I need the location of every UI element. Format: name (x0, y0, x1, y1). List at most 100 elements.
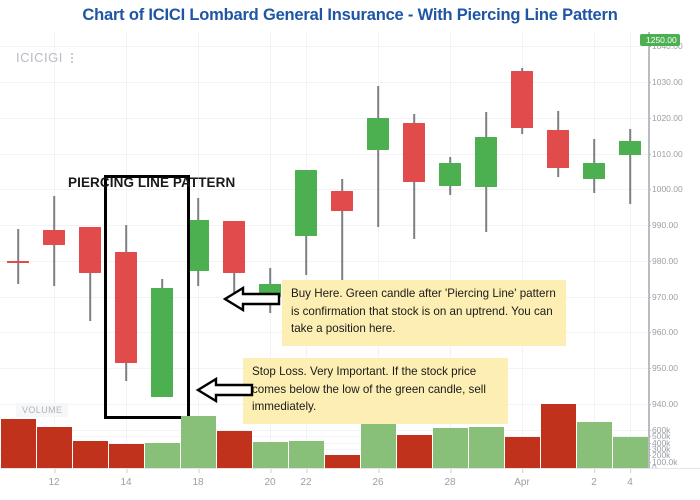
volume-bar (360, 422, 396, 468)
candle-wick (377, 85, 379, 227)
candlestick (331, 32, 353, 418)
price-tick-label: 960.00 (648, 327, 678, 338)
time-tick-label: 18 (192, 469, 204, 488)
candlestick (43, 32, 65, 418)
gridline (0, 430, 648, 431)
more-vertical-icon[interactable] (69, 51, 75, 65)
candle-wick (341, 178, 343, 288)
candle-body (583, 162, 605, 179)
time-axis[interactable]: 12 14 18 20 22 26 28 Apr 2 4 (0, 468, 700, 500)
ticker-legend[interactable]: ICICIGI (16, 50, 75, 65)
pattern-highlight-box (103, 175, 191, 419)
time-tick-label: Apr (514, 469, 530, 488)
volume-bar (72, 441, 108, 468)
time-tick-label: 20 (264, 469, 276, 488)
candlestick (511, 32, 533, 418)
gridline (0, 461, 648, 463)
price-tick-label: 970.00 (648, 291, 678, 302)
buy-here-annotation: Buy Here. Green candle after 'Piercing L… (282, 280, 566, 346)
price-tick-label: 980.00 (648, 255, 678, 266)
volume-bar (432, 427, 468, 468)
candlestick (475, 32, 497, 418)
gridline (594, 32, 595, 468)
candle-body (331, 191, 353, 211)
time-tick-label: 26 (372, 469, 384, 488)
price-tick-label: 1000.00 (648, 184, 683, 195)
candle-body (115, 251, 137, 363)
pattern-annotation-label: PIERCING LINE PATTERN (68, 175, 236, 190)
volume-bar (576, 421, 612, 468)
price-tick-label: 1030.00 (648, 77, 683, 87)
volume-bar (468, 426, 504, 468)
time-tick-label: 4 (627, 469, 633, 488)
candle-body (43, 230, 65, 245)
candlestick (295, 32, 317, 418)
candle-body (511, 71, 533, 129)
time-tick-label: 14 (120, 469, 132, 488)
volume-tick-label: 600k (647, 425, 671, 435)
volume-bar (612, 437, 648, 468)
candlestick (439, 32, 461, 418)
candle-body (439, 162, 461, 186)
candle-body (7, 260, 29, 264)
volume-bar (288, 441, 324, 468)
last-price-badge: 1250.00 (640, 34, 680, 46)
candle-wick (17, 228, 19, 284)
candlestick (7, 32, 29, 418)
volume-bar (216, 430, 252, 468)
gridline (378, 32, 379, 468)
candlestick (547, 32, 569, 418)
volume-bar (0, 418, 36, 468)
price-axis[interactable]: 1040.00 1030.00 1020.00 1010.00 1000.00 990.0… (640, 32, 700, 473)
candle-body (151, 287, 173, 397)
candle-body (295, 169, 317, 236)
candle-wick (89, 226, 91, 322)
gridline (270, 32, 271, 468)
candle-body (475, 137, 497, 188)
candlestick (187, 32, 209, 418)
gridline (630, 32, 631, 468)
candle-wick (629, 128, 631, 204)
left-arrow-icon (195, 376, 254, 404)
volume-bar (108, 443, 144, 468)
volume-bar (144, 442, 180, 468)
candlestick (223, 32, 245, 418)
volume-bar (252, 441, 288, 468)
candle-body (79, 226, 101, 274)
price-tick-label: 950.00 (648, 363, 678, 373)
ticker-symbol: ICICIGI (16, 50, 63, 65)
candlestick (403, 32, 425, 418)
candle-body (187, 219, 209, 272)
price-tick-label: 990.00 (648, 220, 678, 230)
volume-tick-label: 500k (647, 431, 671, 442)
time-tick-label: 28 (444, 469, 456, 488)
candle-body (367, 117, 389, 150)
gridline (0, 46, 648, 48)
time-tick-label: 12 (48, 469, 60, 488)
gridline (0, 117, 648, 119)
time-tick-label: 22 (300, 469, 312, 488)
volume-bar (540, 404, 576, 468)
volume-bar (504, 437, 540, 468)
stop-loss-annotation: Stop Loss. Very Important. If the stock … (243, 358, 508, 424)
gridline (0, 225, 648, 226)
candlestick (115, 32, 137, 418)
volume-tick-label: 100.0k (648, 456, 678, 467)
gridline (450, 32, 451, 468)
price-tick-label: 1010.00 (648, 148, 683, 159)
candle-body (403, 123, 425, 183)
time-tick-label: 2 (591, 469, 597, 488)
candlestick (79, 32, 101, 418)
gridline (0, 455, 648, 457)
price-tick-label: 1020.00 (648, 112, 683, 123)
candlestick (583, 32, 605, 418)
volume-bar (324, 454, 360, 468)
volume-bar (180, 415, 216, 468)
gridline (0, 82, 648, 83)
volume-bar (396, 435, 432, 468)
candlestick (619, 32, 641, 418)
gridline (0, 442, 648, 444)
volume-bar (36, 426, 72, 468)
time-axis-divider (0, 468, 700, 469)
